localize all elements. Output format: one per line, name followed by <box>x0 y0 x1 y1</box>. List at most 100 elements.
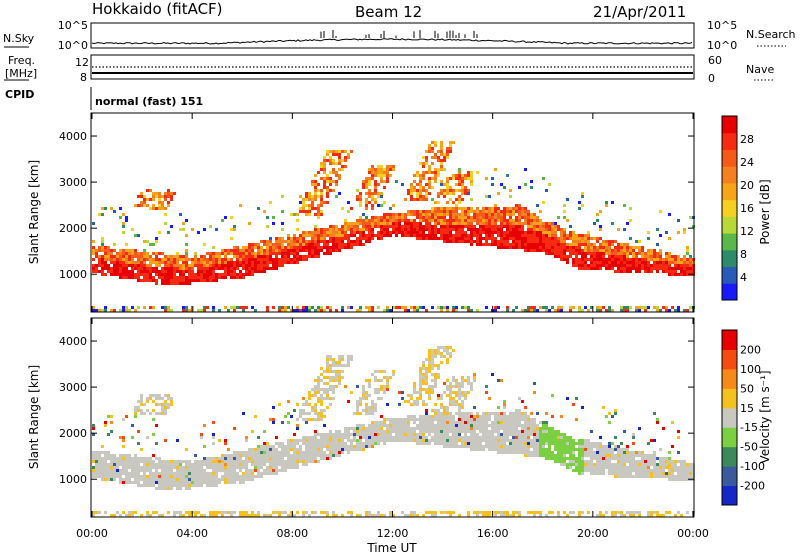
heatmap-cell <box>176 481 179 484</box>
heatmap-cell <box>482 439 485 442</box>
heatmap-cell <box>542 433 545 436</box>
heatmap-cell <box>509 210 512 213</box>
heatmap-cell <box>371 195 374 198</box>
heatmap-cell <box>491 234 494 237</box>
heatmap-cell <box>404 213 407 216</box>
heatmap-cell <box>542 421 545 424</box>
heatmap-cell <box>260 261 263 264</box>
heatmap-cell <box>554 454 557 457</box>
power-colorbar-label: Power [dB] <box>758 179 772 244</box>
heatmap-cell <box>611 201 614 204</box>
heatmap-cell <box>383 216 386 219</box>
heatmap-cell <box>182 255 185 258</box>
heatmap-cell <box>425 237 428 240</box>
heatmap-cell <box>563 204 566 207</box>
heatmap-cell <box>194 478 197 481</box>
heatmap-cell <box>401 228 404 231</box>
heatmap-cell <box>644 306 647 309</box>
heatmap-cell <box>410 210 413 213</box>
heatmap-cell <box>344 436 347 439</box>
heatmap-cell <box>434 171 437 174</box>
heatmap-cell <box>254 264 257 267</box>
heatmap-cell <box>500 436 503 439</box>
heatmap-cell <box>278 463 281 466</box>
heatmap-cell <box>596 240 599 243</box>
heatmap-cell <box>314 430 317 433</box>
heatmap-cell <box>449 144 452 147</box>
heatmap-cell <box>638 261 641 264</box>
heatmap-cell <box>425 388 428 391</box>
heatmap-cell <box>224 457 227 460</box>
heatmap-cell <box>248 475 251 478</box>
heatmap-cell <box>368 430 371 433</box>
heatmap-cell <box>518 409 521 412</box>
heatmap-cell <box>512 514 515 517</box>
heatmap-cell <box>227 454 230 457</box>
heatmap-cell <box>380 433 383 436</box>
heatmap-cell <box>365 225 368 228</box>
heatmap-cell <box>668 252 671 255</box>
heatmap-cell <box>470 439 473 442</box>
heatmap-cell <box>638 252 641 255</box>
heatmap-cell <box>269 466 272 469</box>
heatmap-cell <box>299 237 302 240</box>
heatmap-cell <box>167 264 170 267</box>
heatmap-cell <box>503 213 506 216</box>
heatmap-cell <box>170 484 173 487</box>
heatmap-cell <box>533 427 536 430</box>
heatmap-cell <box>146 469 149 472</box>
heatmap-cell <box>461 385 464 388</box>
heatmap-cell <box>248 264 251 267</box>
heatmap-cell <box>401 418 404 421</box>
heatmap-cell <box>503 225 506 228</box>
heatmap-cell <box>458 439 461 442</box>
heatmap-cell <box>446 150 449 153</box>
heatmap-cell <box>383 231 386 234</box>
heatmap-cell <box>647 255 650 258</box>
heatmap-cell <box>98 469 101 472</box>
heatmap-cell <box>212 472 215 475</box>
heatmap-cell <box>512 418 515 421</box>
heatmap-cell <box>293 255 296 258</box>
heatmap-cell <box>347 364 350 367</box>
heatmap-cell <box>446 153 449 156</box>
heatmap-cell <box>302 412 305 415</box>
heatmap-cell <box>428 367 431 370</box>
heatmap-cell <box>347 355 350 358</box>
heatmap-cell <box>617 264 620 267</box>
heatmap-cell <box>206 264 209 267</box>
heatmap-cell <box>572 252 575 255</box>
heatmap-cell <box>254 261 257 264</box>
heatmap-cell <box>266 451 269 454</box>
heatmap-cell <box>533 454 536 457</box>
heatmap-cell <box>149 207 152 210</box>
heatmap-cell <box>92 306 95 309</box>
heatmap-cell <box>119 258 122 261</box>
heatmap-cell <box>530 243 533 246</box>
heatmap-cell <box>149 469 152 472</box>
heatmap-cell <box>506 237 509 240</box>
heatmap-cell <box>440 222 443 225</box>
heatmap-cell <box>455 228 458 231</box>
heatmap-cell <box>410 183 413 186</box>
heatmap-cell <box>218 252 221 255</box>
heatmap-cell <box>488 222 491 225</box>
heatmap-cell <box>161 463 164 466</box>
heatmap-cell <box>158 273 161 276</box>
heatmap-cell <box>143 412 146 415</box>
heatmap-cell <box>152 306 155 309</box>
heatmap-cell <box>140 264 143 267</box>
heatmap-cell <box>554 439 557 442</box>
heatmap-cell <box>101 273 104 276</box>
y-tick-label: 4000 <box>59 130 87 143</box>
heatmap-cell <box>419 231 422 234</box>
heatmap-cell <box>548 445 551 448</box>
heatmap-cell <box>317 445 320 448</box>
heatmap-cell <box>110 472 113 475</box>
heatmap-cell <box>524 415 527 418</box>
heatmap-cell <box>392 418 395 421</box>
heatmap-cell <box>167 394 170 397</box>
heatmap-cell <box>329 379 332 382</box>
heatmap-cell <box>428 225 431 228</box>
heatmap-cell <box>629 264 632 267</box>
